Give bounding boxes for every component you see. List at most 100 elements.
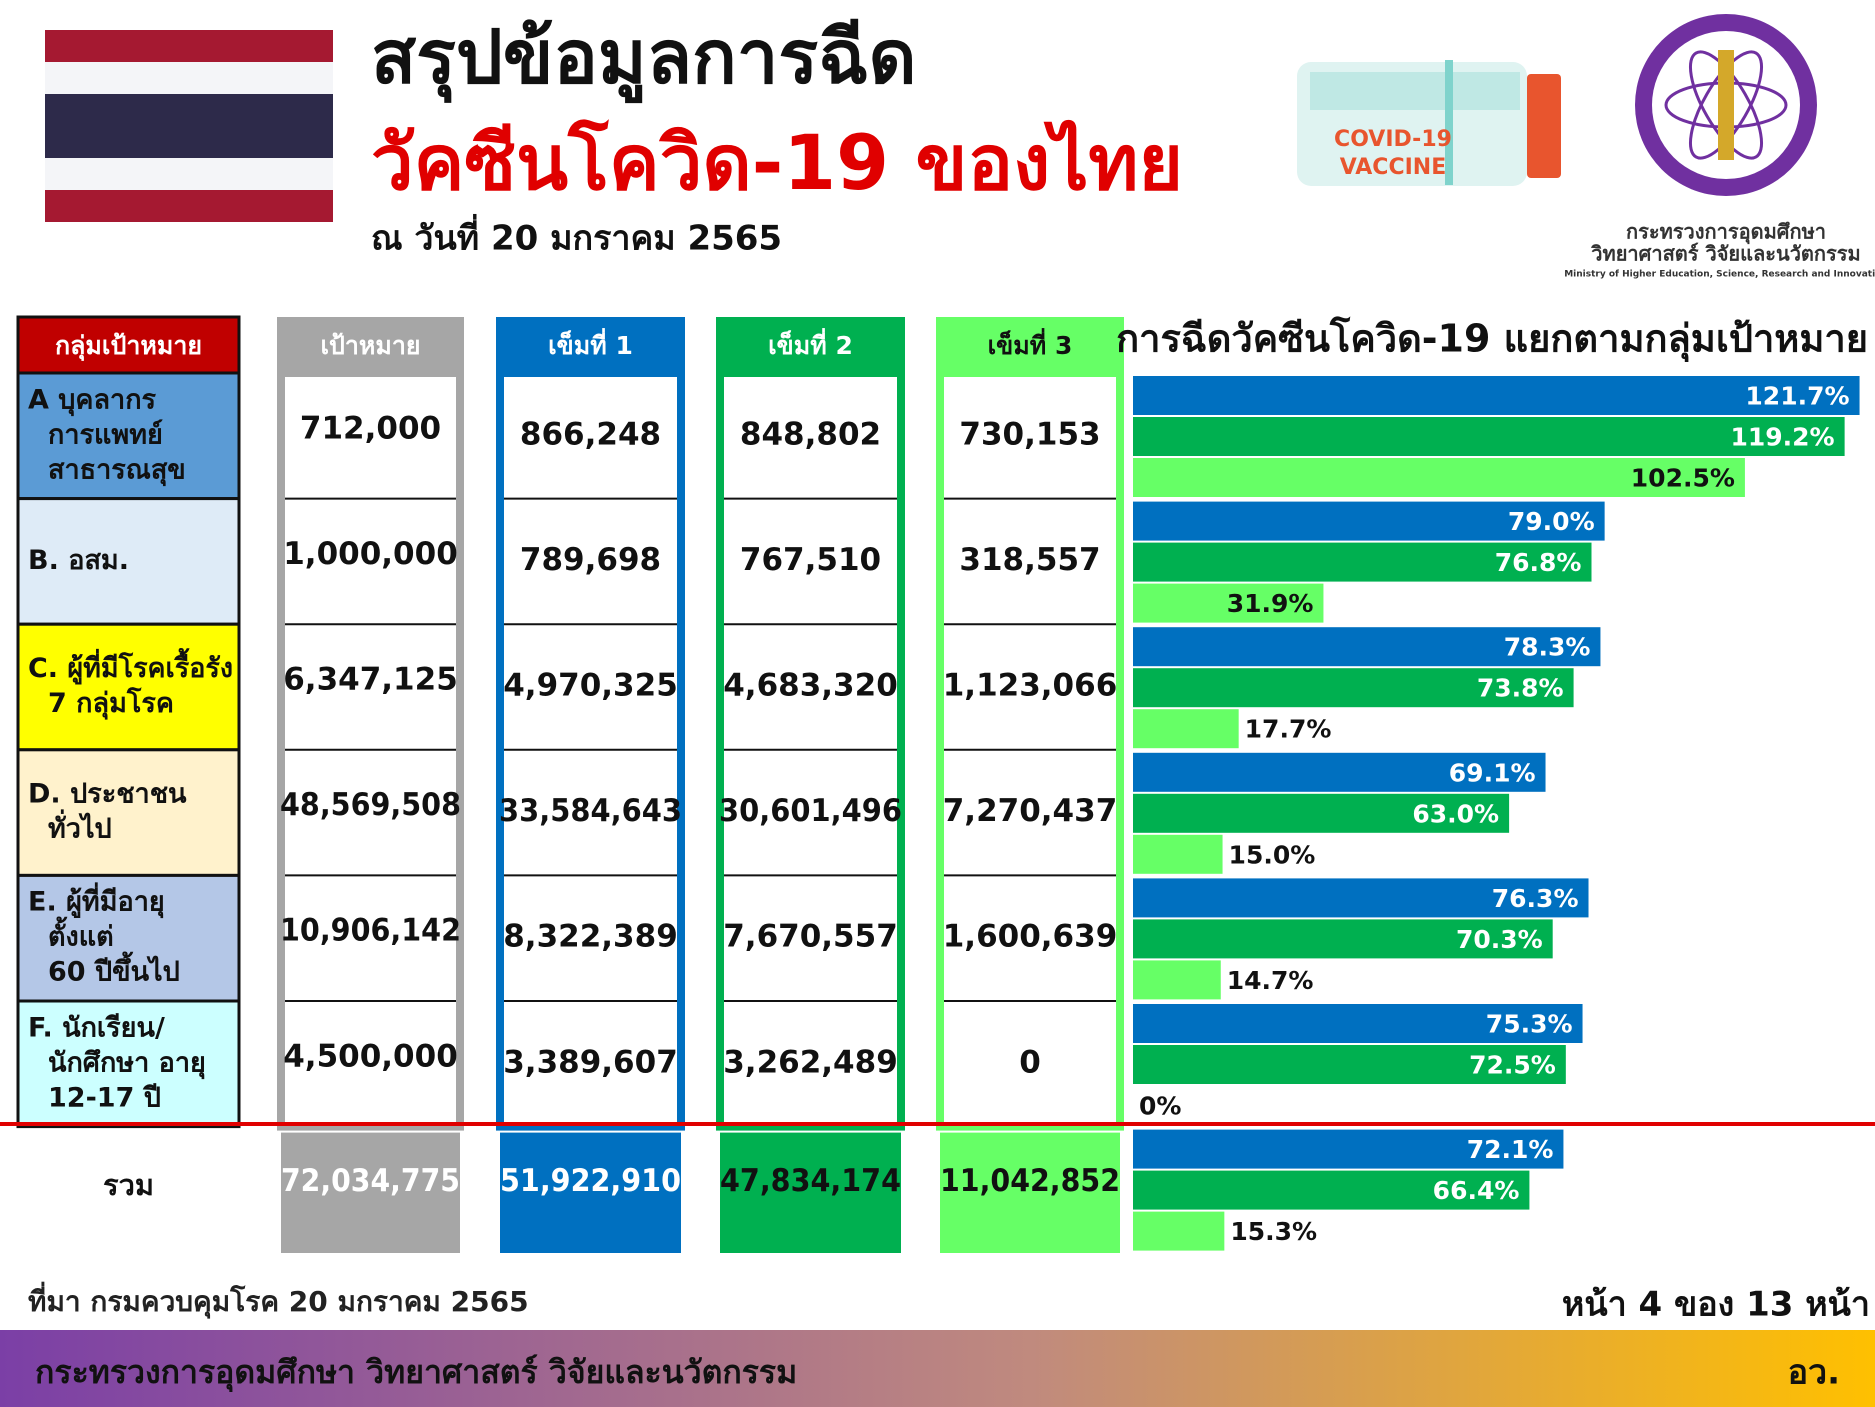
cell-value: 318,557 [959,542,1100,578]
cell-value: 730,153 [959,416,1100,452]
cell-value: 712,000 [300,410,441,446]
logo-text: วิทยาศาสตร์ วิจัยและนวัตกรรม [1591,242,1861,266]
bar [1133,919,1553,959]
group-label: E. ผู้ที่มีอายุ [28,882,165,919]
total-cell [940,1132,1120,1253]
bar [1133,668,1574,708]
bar-value-label: 31.9% [1227,589,1314,618]
bar [1133,1004,1583,1043]
cell-value: 8,322,389 [503,919,678,955]
group-label: A บุคลากร [28,384,157,416]
cell-value: 33,584,643 [499,793,682,829]
column-header [277,317,464,373]
group-label: 60 ปีขึ้นไป [48,951,180,988]
bar-value-label: 102.5% [1631,464,1735,493]
column-header-text: กลุ่มเป้าหมาย [55,331,202,362]
chart-title: การฉีดวัคซีนโควิด-19 แยกตามกลุ่มเป้าหมาย [1116,316,1868,363]
bar [1133,542,1592,582]
bar-value-label: 72.1% [1467,1135,1554,1164]
column-header [936,317,1124,373]
title: สรุปข้อมูลการฉีด [371,15,917,104]
column-header-text: เป้าหมาย [320,331,420,360]
cell-value: 3,389,607 [503,1044,678,1080]
total-cell [281,1132,460,1253]
bar-value-label: 75.3% [1486,1010,1573,1039]
bar-value-label: 76.3% [1492,884,1579,913]
column-header [16,315,241,375]
total-value: 47,834,174 [720,1163,901,1199]
footer-ministry: กระทรวงการอุดมศึกษา วิทยาศาสตร์ วิจัยและ… [35,1353,797,1393]
bar [1133,793,1510,833]
bar [1133,583,1324,623]
group-cell [16,748,241,877]
bar-value-label: 73.8% [1477,674,1564,703]
bar [1133,834,1223,874]
total-value: 72,034,775 [281,1163,460,1199]
bar [1133,376,1860,415]
cell-value: 767,510 [740,542,881,578]
group-cell [16,622,241,752]
group-cell [16,999,241,1129]
bar-value-label: 66.4% [1433,1176,1520,1205]
group-label: C. ผู้ที่มีโรคเรื้อรัง [28,647,233,685]
cell-value: 4,970,325 [503,668,678,704]
total-value: 11,042,852 [940,1163,1120,1199]
bar-value-label: 17.7% [1245,715,1332,744]
subtitle: วัคซีนโควิด-19 ของไทย [371,118,1183,207]
vaccine-label: VACCINE [1340,155,1446,180]
cell-value: 7,270,437 [943,793,1118,829]
column-header [716,317,905,373]
column-header-text: เข็มที่ 3 [988,328,1073,360]
group-label: ตั้งแต่ [48,916,114,953]
group-label: นักศึกษา อายุ [48,1047,206,1079]
source-note: ที่มา กรมควบคุมโรค 20 มกราคม 2565 [28,1281,529,1319]
group-label: สาธารณสุข [48,454,186,486]
date: ณ วันที่ 20 มกราคม 2565 [371,214,782,259]
bar-value-label: 15.0% [1229,840,1316,869]
cell-value: 1,000,000 [283,536,458,572]
page-number: หน้า 4 ของ 13 หน้า [1562,1285,1870,1325]
cell-value: 48,569,508 [280,787,461,823]
group-label: 7 กลุ่มโรค [48,686,174,720]
bar [1133,1211,1225,1251]
group-label: F. นักเรียน/ [28,1012,165,1043]
bar-value-label: 78.3% [1504,633,1591,662]
group-label: B. อสม. [28,545,129,576]
cell-value: 3,262,489 [723,1044,898,1080]
cell-value: 10,906,142 [280,913,461,949]
group-label: ทั่วไป [48,809,112,845]
bar [1133,1170,1530,1210]
bar [1133,878,1589,918]
bar-value-label: 76.8% [1495,548,1582,577]
footer-bar [0,1330,1875,1407]
bar-value-label: 72.5% [1469,1051,1556,1080]
bar-value-label: 121.7% [1745,382,1849,411]
bar [1133,960,1221,1000]
group-label: D. ประชาชน [28,779,187,810]
bar [1133,501,1605,541]
bar-value-label: 14.7% [1227,966,1314,995]
footer-abbr: อว. [1788,1353,1840,1393]
total-label: รวม [103,1168,154,1202]
vaccine-label: COVID-19 [1334,127,1452,152]
logo-text: กระทรวงการอุดมศึกษา [1626,220,1826,245]
bar-value-label: 79.0% [1508,507,1595,536]
total-cell [500,1132,681,1253]
bar-value-label: 69.1% [1449,758,1536,787]
cell-value: 30,601,496 [719,793,902,829]
group-label: 12-17 ปี [48,1082,161,1113]
cell-value: 1,600,639 [943,919,1118,955]
cell-value: 0 [1019,1044,1041,1080]
cell-value: 789,698 [520,542,661,578]
cell-value: 1,123,066 [943,668,1118,704]
bar [1133,1045,1566,1084]
cell-value: 848,802 [740,416,881,452]
column-header-text: เข็มที่ 1 [548,328,633,360]
cell-value: 4,683,320 [723,668,898,704]
bar-value-label: 0% [1139,1092,1181,1121]
cell-value: 866,248 [520,416,661,452]
group-cell [16,497,241,626]
ministry-logo: กระทรวงการอุดมศึกษา วิทยาศาสตร์ วิจัยและ… [1564,14,1875,280]
vaccine-graphic: COVID-19 VACCINE [1297,60,1561,186]
